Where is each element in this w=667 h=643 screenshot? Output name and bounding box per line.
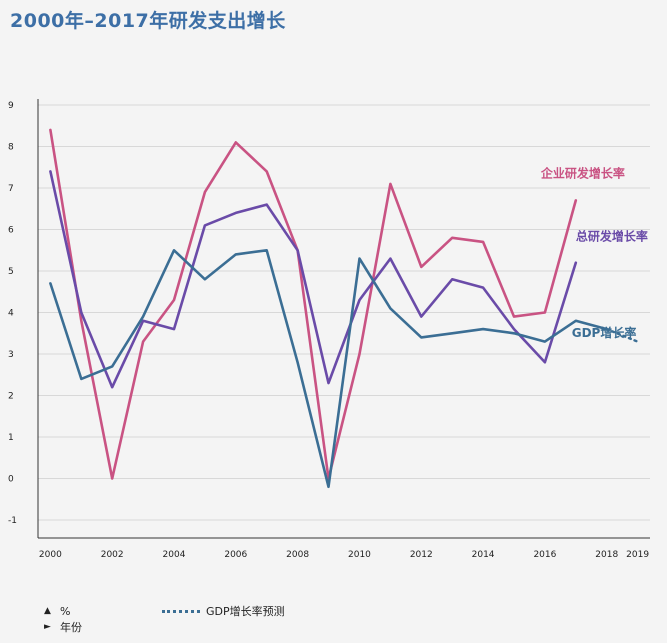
y-tick-label: 0 — [8, 475, 14, 485]
y-tick-label: 7 — [8, 184, 14, 194]
y-tick-label: 9 — [8, 101, 14, 111]
x-tick-label: 2019 — [626, 550, 649, 560]
series-label: GDP增长率 — [572, 325, 637, 340]
up-triangle-icon: ▲ — [44, 606, 51, 616]
y-tick-label: 2 — [8, 392, 14, 402]
x-unit-label: 年份 — [60, 621, 82, 634]
legend-forecast: GDP增长率预测 — [162, 603, 285, 619]
x-tick-label: 2018 — [595, 550, 618, 560]
chart-title: 2000年–2017年研发支出增长 — [10, 10, 286, 32]
series-line-gdp-forecast — [605, 327, 639, 343]
y-tick-label: 8 — [8, 143, 14, 153]
x-tick-label: 2000 — [39, 550, 62, 560]
axis-layer: 9 8 7 6 5 4 3 2 1 0 -1 2000 2002 2004 2006 2008 2010 2012… — [8, 99, 650, 560]
y-tick-label: 6 — [8, 226, 14, 236]
x-tick-label: 2012 — [410, 550, 433, 560]
x-tick-label: 2010 — [348, 550, 371, 560]
y-tick-label: 5 — [8, 267, 14, 277]
y-tick-label: 1 — [8, 433, 14, 443]
series-line-2 — [49, 249, 609, 489]
x-tick-label: 2014 — [472, 550, 495, 560]
x-tick-label: 2006 — [224, 550, 247, 560]
series-label: 总研发增长率 — [576, 229, 648, 244]
x-tick-label: 2016 — [533, 550, 556, 560]
dashed-line-icon — [162, 609, 200, 613]
right-triangle-icon: ► — [44, 622, 51, 632]
x-tick-label: 2004 — [163, 550, 186, 560]
series-line-1 — [49, 170, 578, 389]
series-line-0 — [49, 128, 578, 480]
y-unit-label: % — [60, 604, 71, 618]
series-layer — [49, 128, 639, 489]
y-tick-label: 3 — [8, 350, 14, 360]
y-tick-label: -1 — [8, 516, 17, 526]
legend-y-unit: ▲ % — [44, 603, 82, 619]
y-tick-label: 4 — [8, 309, 14, 319]
x-tick-label: 2002 — [101, 550, 124, 560]
x-tick-label: 2008 — [286, 550, 309, 560]
legend-units: ▲ % ► 年份 — [44, 603, 82, 635]
legend-x-unit: ► 年份 — [44, 619, 82, 635]
series-label: 企业研发增长率 — [540, 165, 625, 180]
forecast-label: GDP增长率预测 — [206, 605, 285, 618]
